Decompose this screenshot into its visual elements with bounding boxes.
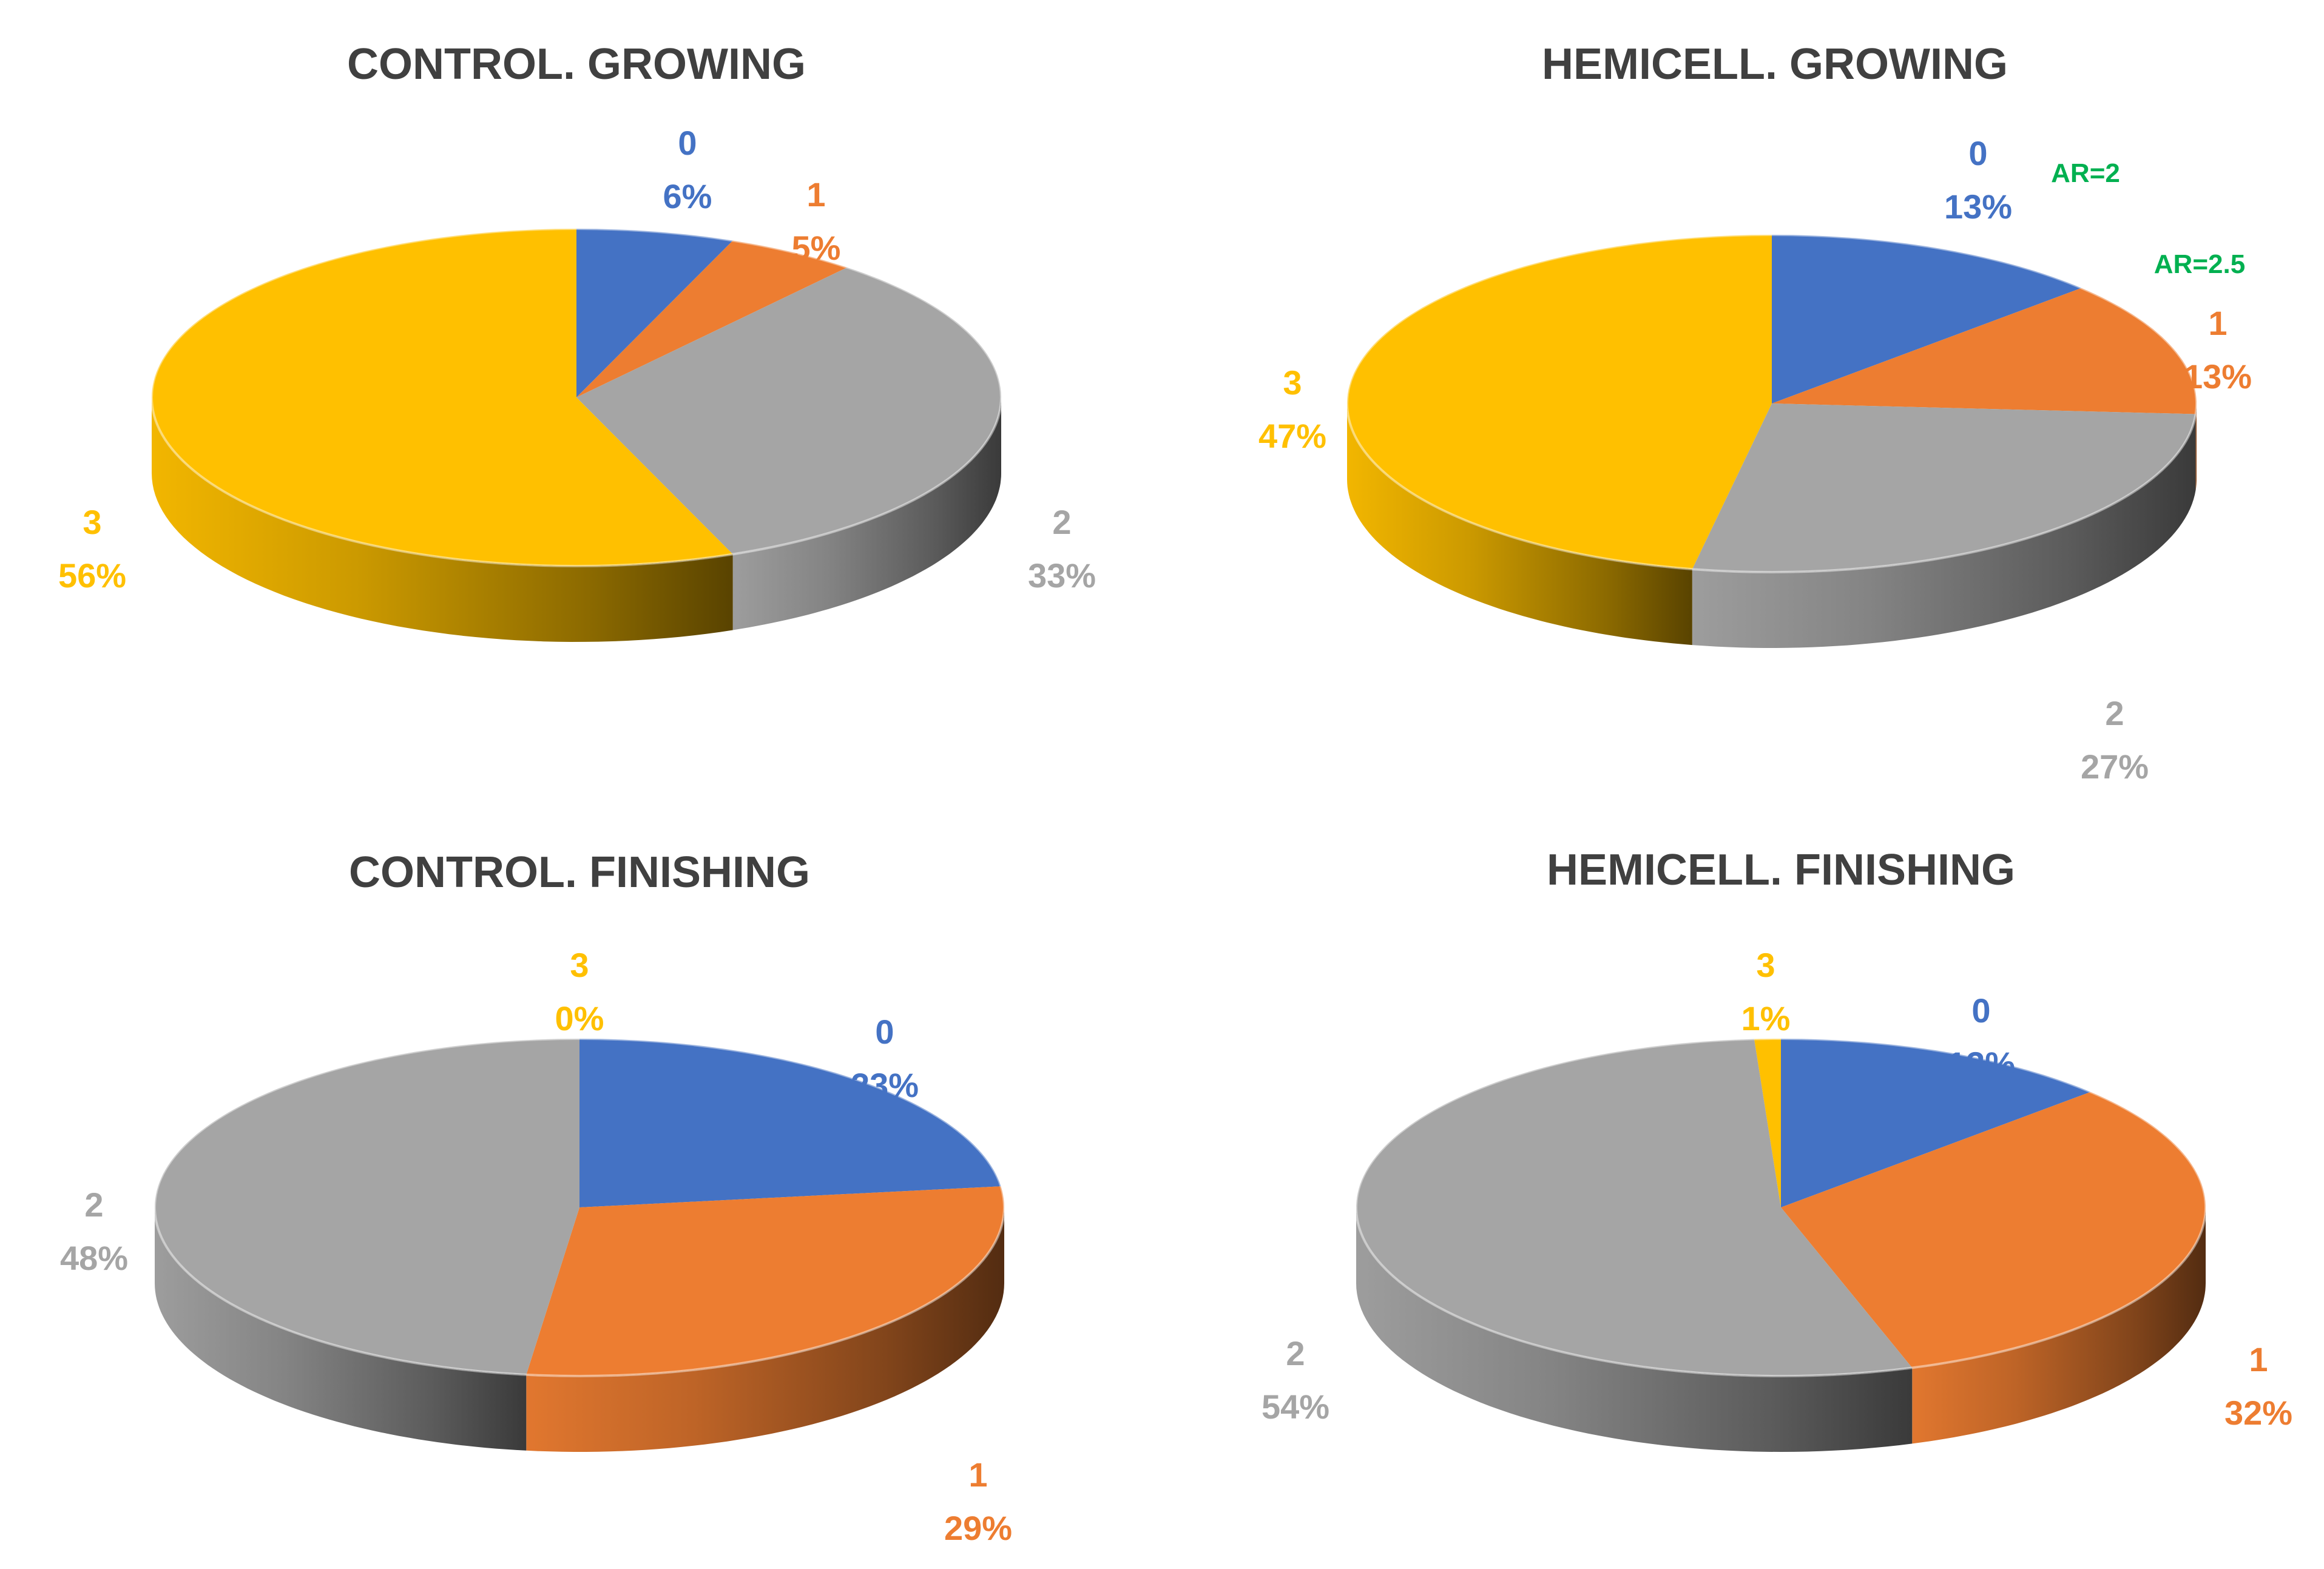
pie-slice-2	[1356, 1039, 1913, 1376]
pie-slice-2	[155, 1039, 579, 1375]
data-label-percent-2: 33%	[1028, 556, 1096, 595]
chart-title: HEMICELL. GROWING	[1542, 40, 2008, 89]
pie-slice-3	[152, 229, 733, 566]
data-label-percent-3: 56%	[58, 556, 126, 595]
data-label-category-3: 3	[83, 503, 101, 541]
pie-slice-1	[1781, 1092, 2206, 1368]
chart-title: CONTROL. GROWING	[347, 40, 806, 89]
pie-slice-1	[576, 240, 848, 397]
pie-slice-0	[1772, 235, 2082, 403]
data-label-category-0: 0	[678, 124, 697, 162]
data-label-percent-0: 23%	[851, 1066, 919, 1104]
data-label-percent-3: 47%	[1258, 417, 1326, 455]
data-label-category-3: 3	[570, 946, 589, 984]
pie-slice-0	[576, 229, 733, 397]
pie-side-slice-2	[155, 1207, 527, 1451]
pie-side-slice-1	[1912, 1207, 2206, 1444]
pie-side-slice-3	[152, 397, 733, 642]
annotation-label: AR=2.5	[2154, 249, 2245, 279]
pie-chart-4: HEMICELL. FINISHING 0 13% 1 32% 2 54% 3 1%	[1262, 846, 2292, 1452]
pie-chart-2: HEMICELL. GROWING 0 13% 1 13% 2 27% 3 47% AR=2 AR=…	[1258, 40, 2252, 786]
pie-rim	[150, 228, 1002, 567]
pie-rim	[1346, 234, 2198, 573]
data-label-category-2: 2	[84, 1186, 103, 1224]
pie-side-slice-2	[732, 397, 1001, 630]
data-label-category-1: 1	[806, 175, 825, 214]
data-label-percent-2: 27%	[2081, 747, 2149, 786]
chart-title: HEMICELL. FINISHING	[1547, 846, 2015, 894]
pie-rim	[1355, 1038, 2207, 1377]
data-label-percent-1: 13%	[2184, 357, 2252, 396]
pie-chart-1: CONTROL. GROWING 0 6% 1 5% 2 33% 3 56%	[58, 40, 1096, 642]
data-label-category-0: 0	[1968, 134, 1987, 172]
data-label-percent-0: 13%	[1947, 1045, 2015, 1083]
pie-slice-3	[1347, 235, 1772, 570]
data-label-category-2: 2	[1286, 1334, 1305, 1372]
data-label-percent-1: 5%	[792, 229, 841, 267]
pie-chart-3: CONTROL. FINISHING 0 23% 1 29% 2 48% 3 0%	[60, 848, 1012, 1547]
annotation-label: AR=2	[2051, 158, 2120, 188]
pie-side-slice-2	[1356, 1207, 1913, 1452]
data-label-percent-2: 48%	[60, 1239, 128, 1277]
pie-side-slice-3	[1347, 403, 1692, 646]
data-label-category-1: 1	[968, 1456, 987, 1494]
data-label-category-2: 2	[2105, 694, 2124, 732]
data-label-category-3: 3	[1756, 946, 1775, 984]
pie-slice-3	[1754, 1039, 1781, 1207]
data-label-category-1: 1	[2249, 1340, 2268, 1378]
data-label-percent-1: 32%	[2224, 1394, 2292, 1432]
data-label-category-1: 1	[2208, 304, 2227, 342]
pie-slice-1	[1772, 288, 2197, 414]
data-label-percent-0: 13%	[1944, 187, 2012, 226]
data-label-percent-2: 54%	[1262, 1388, 1329, 1426]
data-label-percent-0: 6%	[663, 177, 712, 215]
pie-slice-1	[526, 1186, 1004, 1376]
pie-slice-0	[1781, 1039, 2091, 1207]
data-label-category-0: 0	[1971, 991, 1990, 1030]
data-label-category-0: 0	[875, 1013, 894, 1051]
data-label-percent-1: 29%	[944, 1509, 1012, 1547]
pie-slice-2	[1692, 403, 2196, 572]
pie-rim	[154, 1038, 1005, 1377]
data-label-category-2: 2	[1052, 503, 1071, 541]
pie-slice-0	[579, 1039, 1001, 1207]
pie-side-slice-2	[1692, 414, 2196, 648]
chart-title: CONTROL. FINISHING	[349, 848, 810, 897]
data-label-percent-3: 1%	[1741, 999, 1791, 1038]
data-label-percent-3: 0%	[555, 999, 604, 1038]
pie-side-slice-1	[526, 1207, 1004, 1452]
data-label-category-3: 3	[1283, 363, 1302, 402]
pie-side-slice-1	[2195, 403, 2197, 490]
pie-slice-2	[576, 267, 1001, 555]
